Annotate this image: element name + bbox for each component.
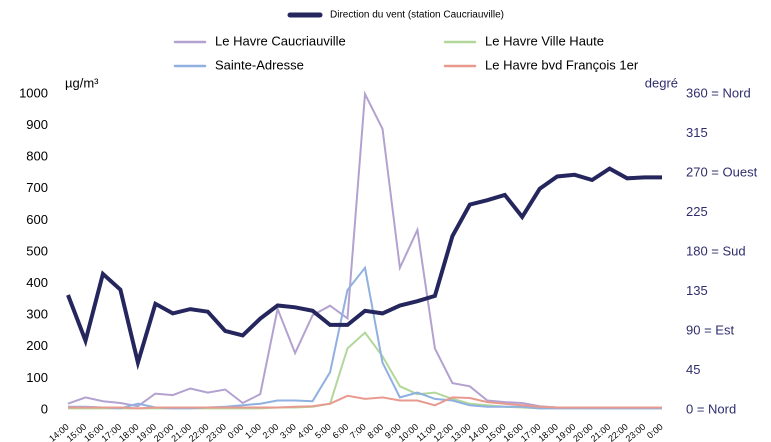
y2-tick-label: 315 — [686, 125, 708, 140]
y2-tick-label: 360 = Nord — [686, 85, 751, 100]
y2-axis-label: degré — [645, 75, 678, 90]
x-tick-label: 8:00 — [365, 422, 385, 441]
x-tick-label: 0:00 — [645, 422, 665, 441]
y-tick-label: 500 — [26, 243, 48, 258]
y2-tick-label: 180 = Sud — [686, 243, 746, 258]
y-tick-label: 800 — [26, 149, 48, 164]
y-tick-label: 900 — [26, 117, 48, 132]
x-tick-label: 6:00 — [330, 422, 350, 441]
legend-label: Sainte-Adresse — [215, 57, 304, 72]
y2-tick-label: 45 — [686, 362, 700, 377]
x-tick-label: 0:00 — [226, 422, 246, 441]
legend-label: Le Havre Ville Haute — [485, 33, 604, 48]
series-line — [68, 331, 662, 410]
x-tick-label: 23:00 — [204, 422, 228, 442]
legend-label: Le Havre Caucriauville — [215, 33, 346, 48]
x-tick-label: 2:00 — [261, 422, 281, 441]
y2-tick-label: 135 — [686, 283, 708, 298]
y2-tick-label: 0 = Nord — [686, 401, 736, 416]
y-tick-label: 1000 — [19, 85, 48, 100]
x-tick-label: 23:00 — [624, 422, 648, 442]
series-line — [68, 394, 662, 410]
y2-tick-label: 90 = Est — [686, 322, 734, 337]
x-tick-label: 5:00 — [313, 422, 333, 441]
x-tick-label: 3:00 — [278, 422, 298, 441]
series-line — [67, 90, 662, 410]
y-tick-label: 100 — [26, 370, 48, 385]
y-tick-label: 400 — [26, 275, 48, 290]
y-tick-label: 700 — [26, 180, 48, 195]
x-tick-label: 4:00 — [296, 422, 316, 441]
y-tick-label: 200 — [26, 338, 48, 353]
x-tick-label: 7:00 — [348, 422, 368, 441]
y2-tick-label: 270 = Ouest — [686, 164, 758, 179]
legend-label: Le Havre bvd François 1er — [485, 57, 639, 72]
y-axis-label: µg/m³ — [65, 75, 99, 90]
legend-label: Direction du vent (station Caucriauville… — [330, 10, 504, 21]
x-tick-label: 1:00 — [243, 422, 263, 441]
y-tick-label: 300 — [26, 307, 48, 322]
y-tick-label: 0 — [41, 401, 48, 416]
y-tick-label: 600 — [26, 212, 48, 227]
series-line — [68, 265, 662, 410]
y2-tick-label: 225 — [686, 204, 708, 219]
wind-line — [66, 166, 662, 371]
